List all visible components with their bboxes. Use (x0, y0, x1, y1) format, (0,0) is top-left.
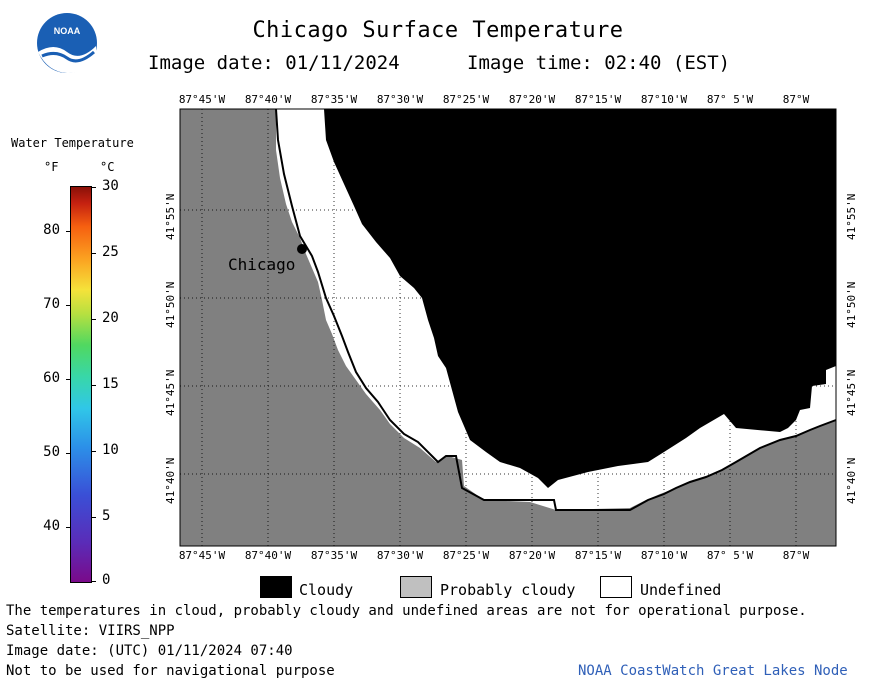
lat-label-right: 41°55'N (845, 193, 858, 240)
lon-label-top: 87°10'W (640, 93, 688, 106)
colorbar-f-tick: 40 (43, 518, 60, 534)
probably-cloudy-swatch (400, 576, 432, 598)
map-frame (179, 108, 837, 547)
legend-title: Water Temperature (11, 136, 134, 150)
colorbar-c-tick: 15 (102, 376, 119, 392)
image-time: Image time: 02:40 (EST) (467, 52, 731, 74)
colorbar-c-tick: 0 (102, 572, 111, 588)
footer-nav-warning: Not to be used for navigational purpose (6, 663, 335, 679)
lon-label-top: 87° 5'W (706, 93, 754, 106)
colorbar-c-tick: 10 (102, 442, 119, 458)
lon-label-top: 87°15'W (574, 93, 622, 106)
lon-label-top: 87°30'W (376, 93, 424, 106)
lon-label-bottom: 87° 5'W (706, 549, 754, 562)
colorbar-c-tick: 20 (102, 310, 119, 326)
unit-fahrenheit: °F (44, 160, 59, 174)
logo-text: NOAA (54, 26, 81, 36)
lon-label-bottom: 87°35'W (310, 549, 358, 562)
colorbar-c-tick: 25 (102, 244, 119, 260)
city-label: Chicago (228, 255, 295, 274)
lon-label-bottom: 87°15'W (574, 549, 622, 562)
shoreline (275, 108, 837, 511)
lon-label-bottom: 87°40'W (244, 549, 292, 562)
colorbar-c-tick: 30 (102, 178, 119, 194)
footer-node-link[interactable]: NOAA CoastWatch Great Lakes Node (578, 663, 848, 679)
lon-label-bottom: 87°25'W (442, 549, 490, 562)
lon-label-bottom: 87°W (782, 549, 810, 562)
lon-label-top: 87°25'W (442, 93, 490, 106)
temperature-colorbar (66, 186, 96, 583)
colorbar-f-tick: 50 (43, 444, 60, 460)
footer-satellite: Satellite: VIIRS_NPP (6, 623, 175, 639)
undefined-swatch (600, 576, 632, 598)
lon-label-bottom: 87°10'W (640, 549, 688, 562)
footer-utc-date: Image date: (UTC) 01/11/2024 07:40 (6, 643, 293, 659)
lat-label-left: 41°45'N (164, 369, 177, 416)
unit-celsius: °C (100, 160, 115, 174)
lat-label-left: 41°55'N (164, 193, 177, 240)
cloudy-label: Cloudy (299, 581, 354, 599)
noaa-logo: NOAA (37, 13, 97, 74)
graticule (180, 109, 836, 546)
lon-label-top: 87°45'W (178, 93, 226, 106)
lon-label-top: 87°W (782, 93, 810, 106)
cloudy-swatch (260, 576, 292, 598)
colorbar-c-tick: 5 (102, 508, 111, 524)
chicago-marker (297, 244, 307, 254)
page-title: Chicago Surface Temperature (252, 18, 624, 43)
lon-label-top: 87°40'W (244, 93, 292, 106)
lat-label-right: 41°40'N (845, 457, 858, 504)
lat-label-left: 41°50'N (164, 281, 177, 328)
lat-label-left: 41°40'N (164, 457, 177, 504)
colorbar-f-tick: 60 (43, 370, 60, 386)
image-date: Image date: 01/11/2024 (148, 52, 400, 74)
lon-label-top: 87°35'W (310, 93, 358, 106)
lat-label-right: 41°50'N (845, 281, 858, 328)
footer-note: The temperatures in cloud, probably clou… (6, 603, 807, 619)
lon-label-top: 87°20'W (508, 93, 556, 106)
lon-label-bottom: 87°30'W (376, 549, 424, 562)
lat-label-right: 41°45'N (845, 369, 858, 416)
undefined-label: Undefined (640, 581, 722, 599)
lon-label-bottom: 87°45'W (178, 549, 226, 562)
colorbar-f-tick: 80 (43, 222, 60, 238)
colorbar-f-tick: 70 (43, 296, 60, 312)
lon-label-bottom: 87°20'W (508, 549, 556, 562)
probably-cloudy-label: Probably cloudy (440, 581, 576, 599)
